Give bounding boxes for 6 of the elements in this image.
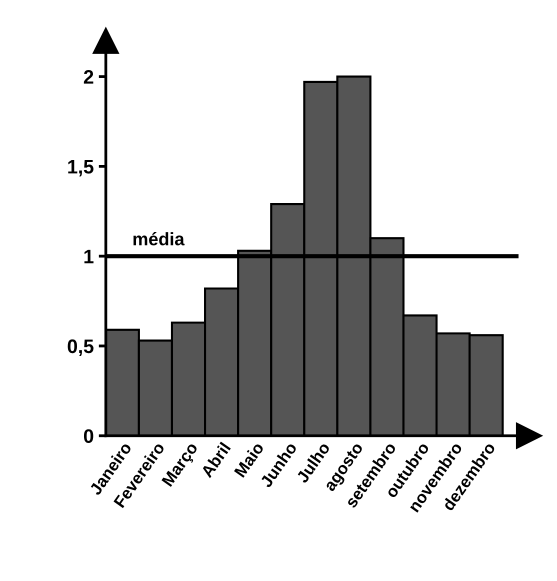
y-tick-label: 1,5 [68,160,94,176]
y-tick-label: 0,5 [68,339,94,356]
y-tick-label: 2 [84,70,94,84]
y-tick-label: 0 [84,429,94,443]
y-tick-label: 1 [84,250,94,264]
ref-line-label: média [133,232,185,246]
